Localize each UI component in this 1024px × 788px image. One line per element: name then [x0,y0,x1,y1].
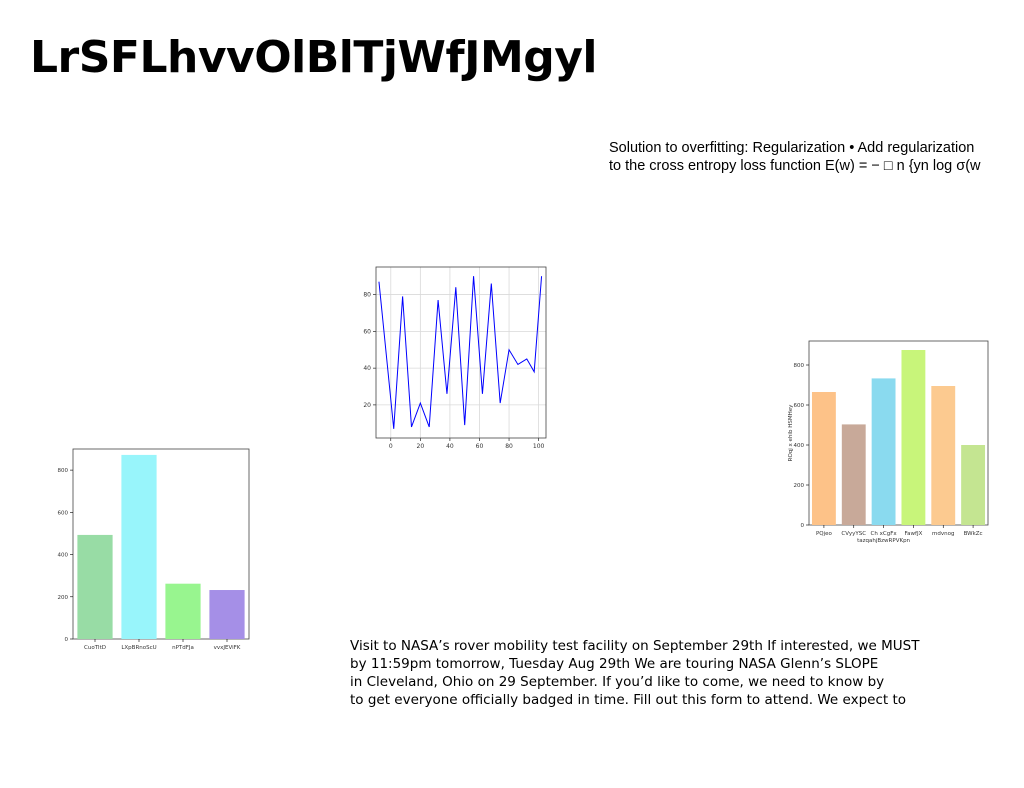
y-tick-label: 80 [363,292,371,299]
bar [871,378,896,525]
y-tick-label: 400 [58,553,69,559]
bar [165,583,201,639]
snippet-line: to the cross entropy loss function E(w) … [609,158,981,174]
bar [901,350,926,525]
x-tick-label: 20 [417,443,425,450]
x-tick-label: FawfJX [904,531,922,537]
bar [121,454,157,639]
notice-line: by 11:59pm tomorrow, Tuesday Aug 29th We… [350,656,879,672]
y-tick-label: 800 [794,363,805,369]
y-tick-label: 20 [363,402,371,409]
regularization-snippet: Solution to overfitting: Regularization … [609,139,1024,175]
y-tick-label: 800 [58,468,69,474]
y-tick-label: 0 [65,637,69,643]
bar [811,392,836,525]
x-tick-label: Ch xCgFx [871,531,898,537]
x-tick-label: BWkZc [964,531,983,537]
nasa-visit-notice: Visit to NASA’s rover mobility test faci… [350,637,990,709]
y-tick-label: 400 [794,443,805,449]
y-tick-label: 40 [363,365,371,372]
bar [77,534,113,639]
notice-line: Visit to NASA’s rover mobility test faci… [350,638,920,654]
x-tick-label: CuoTltD [84,645,106,651]
bar [209,590,245,639]
x-tick-label: vvxJEViFK [214,645,241,651]
notice-line: in Cleveland, Ohio on 29 September. If y… [350,674,885,690]
y-tick-label: 200 [58,595,69,601]
notice-line: to get everyone officially badged in tim… [350,692,907,708]
x-tick-label: mdvnog [932,531,954,537]
x-tick-label: LXpBRnoScU [121,645,156,651]
x-tick-label: CVyyYSC [841,531,866,537]
snippet-line: Solution to overfitting: Regularization … [609,140,975,156]
bar [841,424,866,525]
x-tick-label: 100 [533,443,545,450]
plot-frame [375,266,547,439]
x-tick-label: 80 [505,443,513,450]
y-tick-label: 200 [794,483,805,489]
x-tick-label: nPTdFJa [172,645,194,651]
line-chart: 0 20 40 60 80 100 20 40 60 80 [363,266,547,450]
bar [961,445,986,525]
x-tick-label: 40 [446,443,454,450]
bar-chart-left: 0 200 400 600 800 CuoTltD LXpBRnoScU nPTdFJa vvx… [58,448,250,651]
y-tick-label: 60 [363,328,371,335]
x-tick-label: 60 [476,443,484,450]
bar-chart-right: 0 200 400 600 800 PQjeo CVyyYSC Ch xCgFxtazqahj… [788,340,989,544]
plot-frame [72,448,250,640]
page-title: LrSFLhvvOlBlTjWfJMgyl [30,32,598,83]
x-tick-label: PQjeo [816,531,833,537]
plot-frame [808,340,989,526]
series-line [378,276,543,429]
y-tick-label: 600 [58,510,69,516]
x-tick-label: tazqahjBzwRPVKpn [857,538,910,544]
x-tick-label: 0 [389,443,393,450]
y-tick-label: 600 [794,403,805,409]
bar [931,386,956,525]
y-axis-label: ROqj x ehib HSMHey [788,404,794,461]
y-tick-label: 0 [801,523,805,529]
